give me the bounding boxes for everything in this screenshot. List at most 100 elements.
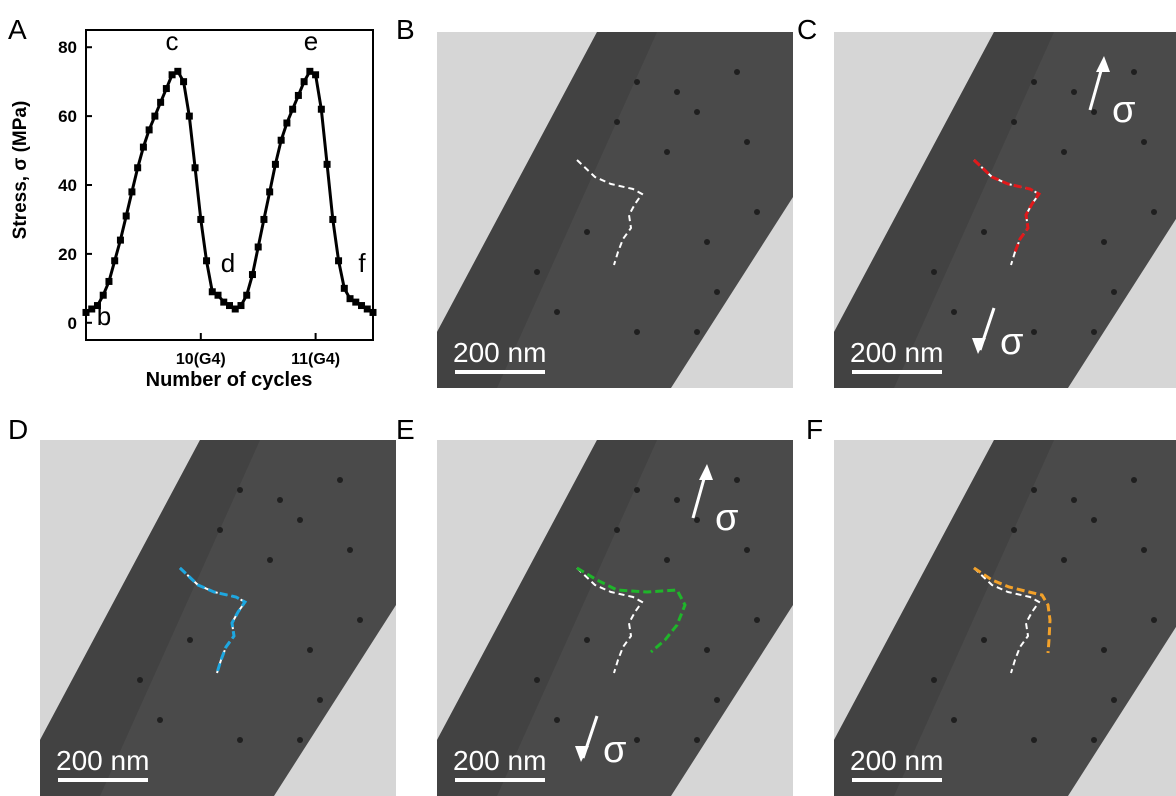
defect-dot (714, 697, 720, 703)
data-point (151, 112, 159, 120)
data-point (88, 305, 96, 313)
y-tick-label: 0 (68, 314, 77, 333)
data-point (105, 277, 113, 285)
defect-dot (674, 89, 680, 95)
defect-dot (534, 269, 540, 275)
data-point (294, 91, 302, 99)
data-point (346, 295, 354, 303)
band-edge-shadow (40, 440, 260, 796)
annotation-d: d (221, 248, 235, 278)
x-axis-label: Number of cycles (146, 369, 313, 391)
defect-dot (634, 329, 640, 335)
arrowhead-up (1096, 56, 1110, 72)
defect-dot (634, 737, 640, 743)
data-point (82, 308, 90, 316)
defect-dot (694, 517, 700, 523)
data-point (306, 67, 314, 75)
defect-dot (1031, 737, 1037, 743)
arrowhead-up (699, 464, 713, 480)
data-point (335, 257, 343, 265)
defect-dot (981, 637, 987, 643)
defect-dot (951, 717, 957, 723)
tem-panel-b: 200 nm (437, 32, 793, 388)
defect-dot (1061, 149, 1067, 155)
data-point (157, 98, 165, 106)
dislocation-trace-white (973, 567, 1041, 674)
data-point (116, 236, 124, 244)
defect-dot (1131, 69, 1137, 75)
y-axis-label: Stress, σ (MPa) (10, 101, 31, 240)
sigma-label-lower: σ (603, 729, 626, 771)
defect-dot (1031, 487, 1037, 493)
stress-arrows: σσ (575, 464, 738, 771)
defect-dot (1141, 547, 1147, 553)
defect-dot (1141, 139, 1147, 145)
defect-dot (1091, 517, 1097, 523)
data-point (289, 105, 297, 113)
tem-panel-f: 200 nm (834, 440, 1176, 796)
defect-dot (1071, 89, 1077, 95)
defect-dot (237, 487, 243, 493)
dislocation-trace-white (576, 567, 644, 674)
defect-dot (694, 109, 700, 115)
band-edge-shadow (437, 32, 657, 388)
stress-arrows: σσ (972, 56, 1135, 363)
defect-dot (1031, 329, 1037, 335)
defect-dot (337, 477, 343, 483)
defect-dot (734, 477, 740, 483)
data-point (111, 257, 119, 265)
annotation-b: b (97, 301, 111, 331)
defect-dot (1111, 697, 1117, 703)
sigma-label-upper: σ (1112, 89, 1135, 131)
defect-dot (1151, 617, 1157, 623)
data-point (260, 215, 268, 223)
data-point (162, 85, 170, 93)
data-point (363, 305, 371, 313)
defect-dot (754, 617, 760, 623)
data-point (99, 291, 107, 299)
annotation-e: e (304, 26, 318, 56)
dislocation-trace-white (973, 159, 1041, 266)
scale-bar-label: 200 nm (850, 337, 943, 368)
data-point (139, 143, 147, 151)
defect-dot (714, 289, 720, 295)
data-point (300, 78, 308, 86)
defect-dot (277, 497, 283, 503)
scale-bar-label: 200 nm (56, 745, 149, 776)
data-point (185, 112, 193, 120)
defect-dot (1061, 557, 1067, 563)
panel-letter-c: C (797, 14, 818, 45)
data-point (283, 119, 291, 127)
dislocation-trace-colored (178, 566, 248, 674)
sigma-label-upper: σ (715, 497, 738, 539)
data-point (277, 136, 285, 144)
data-point (243, 291, 251, 299)
arrowhead-down (972, 338, 986, 354)
defect-dot (1011, 527, 1017, 533)
defect-dot (1111, 289, 1117, 295)
defect-dot (664, 557, 670, 563)
annotation-c: c (166, 26, 179, 56)
defect-dot (734, 69, 740, 75)
dislocation-trace-white (576, 159, 644, 266)
defect-dot (187, 637, 193, 643)
scale-bar-label: 200 nm (453, 337, 546, 368)
defect-dot (704, 239, 710, 245)
data-point (197, 215, 205, 223)
panel-letter-a: A (8, 14, 27, 45)
defect-dot (297, 737, 303, 743)
data-point (312, 71, 320, 79)
data-point (191, 164, 199, 172)
defect-dot (704, 647, 710, 653)
data-point (180, 78, 188, 86)
data-point (231, 305, 239, 313)
panel-letter-d: D (8, 414, 29, 445)
data-point (358, 302, 366, 310)
y-tick-label: 80 (58, 38, 77, 57)
data-point (122, 212, 130, 220)
defect-dot (634, 487, 640, 493)
data-point (369, 308, 377, 316)
data-point (226, 302, 233, 310)
defect-dot (357, 617, 363, 623)
defect-dot (237, 737, 243, 743)
